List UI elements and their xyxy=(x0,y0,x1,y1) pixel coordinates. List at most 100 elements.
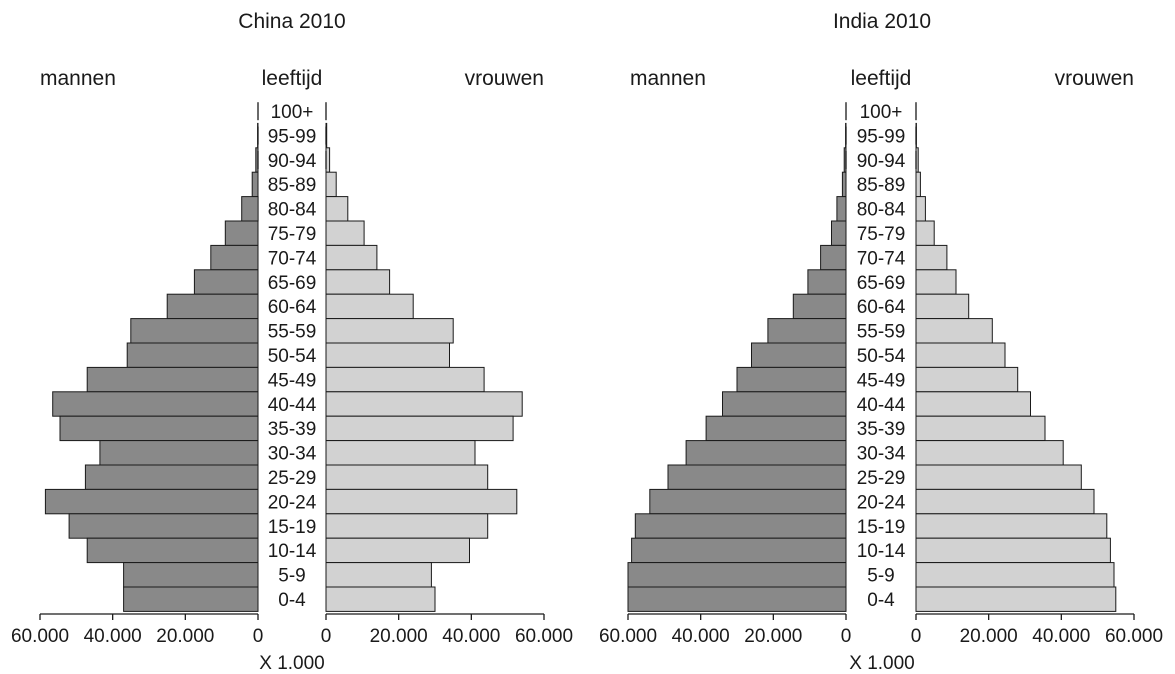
india-age-label-40-44: 40-44 xyxy=(857,395,906,416)
india-age-label-70-74: 70-74 xyxy=(857,248,906,269)
china-men-tick-label-2: 20.000 xyxy=(156,626,214,647)
india-women-bar-10-14 xyxy=(915,537,1111,564)
china-age-label-80-84: 80-84 xyxy=(268,200,317,221)
china-women-tick-label-0: 0 xyxy=(321,626,332,647)
india-women-tick-label-3: 60.000 xyxy=(1105,626,1163,647)
china-men-tick-label-1: 40.000 xyxy=(84,626,142,647)
india-age-header: leeftijd xyxy=(851,67,912,90)
china-women-tick-label-2: 40.000 xyxy=(442,626,500,647)
china-women-bar-40-44 xyxy=(325,391,523,417)
india-age-label-80-84: 80-84 xyxy=(857,200,906,221)
china-women-tick-label-3: 60.000 xyxy=(515,626,573,647)
china-women-bar-75-79 xyxy=(325,220,365,246)
china-age-label-40-44: 40-44 xyxy=(268,395,317,416)
india-men-bar-20-24 xyxy=(649,488,847,515)
china-age-label-85-89: 85-89 xyxy=(268,175,317,196)
india-men-bar-55-59 xyxy=(767,318,847,344)
india-men-bar-45-49 xyxy=(736,366,847,393)
india-age-label-75-79: 75-79 xyxy=(857,224,906,245)
china-men-bar-45-49 xyxy=(86,366,259,393)
china-men-header: mannen xyxy=(40,67,116,90)
china-men-bar-70-74 xyxy=(210,244,259,271)
india-age-label-35-39: 35-39 xyxy=(857,419,906,440)
india-women-tick-label-2: 40.000 xyxy=(1032,626,1090,647)
china-men-bar-0-4 xyxy=(123,586,259,612)
india-age-label-100+: 100+ xyxy=(860,102,903,123)
india-women-bar-20-24 xyxy=(915,488,1095,515)
china-age-label-35-39: 35-39 xyxy=(268,419,317,440)
china-age-label-70-74: 70-74 xyxy=(268,248,317,269)
india-age-label-60-64: 60-64 xyxy=(857,297,906,318)
india-age-label-45-49: 45-49 xyxy=(857,370,906,391)
india-men-bar-85-89 xyxy=(841,171,847,198)
china-women-bar-45-49 xyxy=(325,366,485,393)
china-men-bar-60-64 xyxy=(166,293,259,320)
india-women-tick-label-1: 20.000 xyxy=(960,626,1018,647)
china-men-bar-15-19 xyxy=(68,513,259,539)
india-women-bar-85-89 xyxy=(915,171,921,198)
china-age-label-65-69: 65-69 xyxy=(268,273,317,294)
china-men-bar-35-39 xyxy=(59,415,259,442)
india-age-label-65-69: 65-69 xyxy=(857,273,906,294)
china-unit-label: X 1.000 xyxy=(259,653,325,674)
china-men-tick-label-0: 60.000 xyxy=(11,626,69,647)
china-men-bar-10-14 xyxy=(86,537,259,564)
india-men-header: mannen xyxy=(630,67,706,90)
plot-layer: 100+ 95-99 90-94 85-89 80-84 75-79 70-74 65-69 6… xyxy=(11,102,1163,647)
china-men-bar-50-54 xyxy=(126,342,259,368)
china-women-tick-label-1: 20.000 xyxy=(370,626,428,647)
china-men-bar-30-34 xyxy=(99,440,259,466)
china-men-bar-85-89 xyxy=(251,171,259,198)
india-men-bar-15-19 xyxy=(634,513,847,539)
india-women-bar-60-64 xyxy=(915,293,970,320)
india-women-bar-55-59 xyxy=(915,318,993,344)
india-women-bar-40-44 xyxy=(915,391,1031,417)
india-men-bar-75-79 xyxy=(831,220,847,246)
india-men-bar-30-34 xyxy=(685,440,847,466)
china-age-label-45-49: 45-49 xyxy=(268,370,317,391)
india-age-label-85-89: 85-89 xyxy=(857,175,906,196)
china-men-bar-5-9 xyxy=(123,562,259,588)
china-age-label-75-79: 75-79 xyxy=(268,224,317,245)
india-men-bar-50-54 xyxy=(751,342,847,368)
india-men-bar-80-84 xyxy=(836,196,847,222)
india-title: India 2010 xyxy=(833,10,931,33)
china-women-bar-20-24 xyxy=(325,488,518,515)
india-age-label-55-59: 55-59 xyxy=(857,322,906,343)
china-women-bar-15-19 xyxy=(325,513,489,539)
china-men-bar-40-44 xyxy=(52,391,259,417)
india-men-bar-65-69 xyxy=(807,269,847,295)
china-age-label-25-29: 25-29 xyxy=(268,468,317,489)
china-women-bar-50-54 xyxy=(325,342,450,368)
india-age-label-0-4: 0-4 xyxy=(867,590,895,611)
china-women-bar-5-9 xyxy=(325,562,432,588)
india-men-bar-60-64 xyxy=(792,293,847,320)
india-unit-label: X 1.000 xyxy=(849,653,915,674)
china-women-bar-55-59 xyxy=(325,318,454,344)
india-age-label-15-19: 15-19 xyxy=(857,517,906,538)
india-age-label-20-24: 20-24 xyxy=(857,492,906,513)
china-age-label-10-14: 10-14 xyxy=(268,541,317,562)
india-men-tick-label-1: 40.000 xyxy=(672,626,730,647)
china-women-bar-70-74 xyxy=(325,244,378,271)
india-women-bar-80-84 xyxy=(915,196,926,222)
india-age-label-25-29: 25-29 xyxy=(857,468,906,489)
india-age-label-50-54: 50-54 xyxy=(857,346,906,367)
china-women-bar-35-39 xyxy=(325,415,514,442)
china-men-bar-80-84 xyxy=(241,196,259,222)
india-women-tick-label-0: 0 xyxy=(911,626,922,647)
china-men-bar-55-59 xyxy=(130,318,259,344)
india-men-bar-35-39 xyxy=(705,415,847,442)
india-age-label-95-99: 95-99 xyxy=(857,126,906,147)
china-women-bar-85-89 xyxy=(325,171,337,198)
china-age-label-95-99: 95-99 xyxy=(268,126,317,147)
china-age-label-100+: 100+ xyxy=(271,102,314,123)
china-age-label-0-4: 0-4 xyxy=(278,590,306,611)
china-age-label-15-19: 15-19 xyxy=(268,517,317,538)
india-men-bar-0-4 xyxy=(627,586,847,612)
india-women-bar-5-9 xyxy=(915,562,1115,588)
china-age-label-20-24: 20-24 xyxy=(268,492,317,513)
india-age-label-10-14: 10-14 xyxy=(857,541,906,562)
